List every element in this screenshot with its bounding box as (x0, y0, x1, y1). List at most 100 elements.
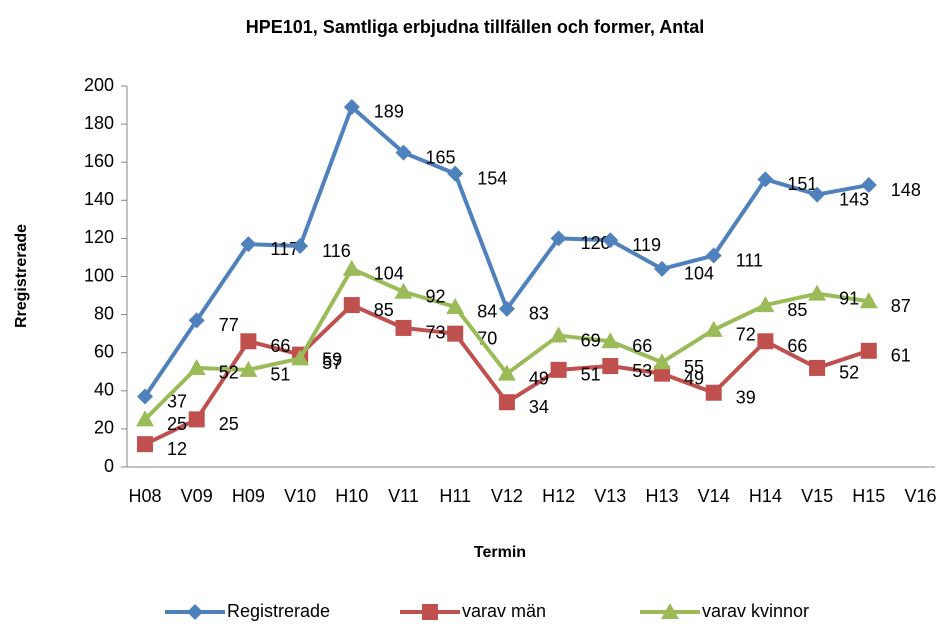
marker (188, 411, 205, 428)
marker (808, 284, 827, 301)
marker (291, 349, 310, 366)
y-tick-label: 180 (84, 113, 114, 133)
data-label: 66 (787, 336, 807, 356)
x-tick-label: V10 (284, 486, 316, 506)
marker (498, 300, 515, 317)
marker (549, 326, 568, 343)
data-label: 69 (581, 330, 601, 350)
marker (239, 360, 258, 377)
data-label: 111 (736, 250, 763, 270)
data-label: 151 (787, 174, 817, 194)
data-label: 52 (219, 363, 239, 383)
data-label: 148 (891, 180, 921, 200)
marker (343, 297, 360, 314)
x-tick-label: H09 (232, 486, 265, 506)
marker (809, 186, 826, 203)
marker (654, 365, 670, 382)
data-label: 117 (270, 239, 299, 259)
marker (497, 364, 516, 381)
marker (550, 230, 567, 247)
data-label: 84 (477, 302, 497, 322)
x-tick-label: H13 (645, 486, 678, 506)
marker (602, 232, 619, 249)
y-tick-label: 140 (84, 189, 114, 209)
marker (809, 359, 826, 376)
data-label: 85 (374, 300, 394, 320)
marker (240, 333, 257, 350)
data-label: 51 (270, 365, 290, 385)
data-label: 120 (581, 233, 611, 253)
marker (601, 332, 620, 349)
marker (704, 320, 723, 337)
data-label: 189 (374, 102, 404, 122)
data-label: 116 (322, 241, 351, 261)
marker (550, 361, 567, 378)
marker (859, 292, 878, 309)
marker (187, 358, 206, 375)
data-label: 39 (736, 387, 756, 407)
data-label: 49 (529, 368, 549, 388)
marker (137, 436, 153, 453)
y-tick-label: 200 (84, 75, 114, 95)
marker (292, 238, 309, 255)
data-label: 61 (891, 346, 911, 366)
data-label: 85 (787, 300, 807, 320)
data-label: 91 (839, 288, 859, 308)
marker (498, 394, 515, 411)
data-label: 66 (632, 336, 652, 356)
data-label: 66 (270, 336, 290, 356)
marker (187, 604, 203, 620)
marker (343, 98, 360, 115)
x-tick-label: H10 (335, 486, 368, 506)
marker (705, 384, 722, 401)
x-tick-label: V11 (388, 486, 419, 506)
data-label: 55 (684, 357, 704, 377)
data-label: 59 (322, 349, 342, 369)
marker (860, 177, 877, 194)
marker (136, 410, 154, 427)
y-tick-label: 100 (84, 265, 114, 285)
x-tick-label: H15 (852, 486, 885, 506)
legend-label: Registrerade (227, 601, 330, 621)
x-tick-label: V15 (801, 486, 833, 506)
data-label: 104 (374, 264, 404, 284)
data-label: 154 (477, 168, 507, 188)
data-label: 12 (167, 439, 187, 459)
x-tick-label: V09 (181, 486, 213, 506)
data-label: 77 (219, 315, 239, 335)
data-label: 57 (322, 353, 342, 373)
y-tick-label: 80 (94, 303, 114, 323)
data-label: 49 (684, 368, 704, 388)
data-label: 119 (632, 235, 661, 255)
marker (447, 165, 464, 182)
legend-label: varav kvinnor (702, 601, 809, 621)
y-tick-label: 120 (84, 227, 114, 247)
marker (860, 342, 877, 359)
x-tick-label: V14 (698, 486, 730, 506)
marker (757, 333, 774, 350)
x-tick-label: H11 (439, 486, 471, 506)
data-label: 72 (736, 325, 756, 345)
x-tick-label: H08 (128, 486, 161, 506)
data-label: 87 (891, 296, 911, 316)
data-label: 104 (684, 264, 714, 284)
marker (394, 282, 413, 299)
data-label: 143 (839, 189, 869, 209)
x-axis-title: Termin (474, 544, 526, 561)
marker (757, 171, 774, 188)
data-label: 73 (426, 323, 446, 343)
y-tick-label: 0 (104, 456, 114, 476)
data-label: 34 (529, 397, 549, 417)
marker (705, 247, 722, 264)
marker (137, 388, 153, 405)
marker (756, 296, 775, 313)
data-label: 51 (581, 365, 601, 385)
x-tick-label: V12 (491, 486, 523, 506)
marker (661, 603, 679, 619)
x-tick-label: H14 (749, 486, 782, 506)
x-tick-label: H12 (542, 486, 575, 506)
data-label: 83 (529, 304, 549, 324)
y-tick-label: 20 (94, 418, 114, 438)
marker (188, 312, 205, 329)
